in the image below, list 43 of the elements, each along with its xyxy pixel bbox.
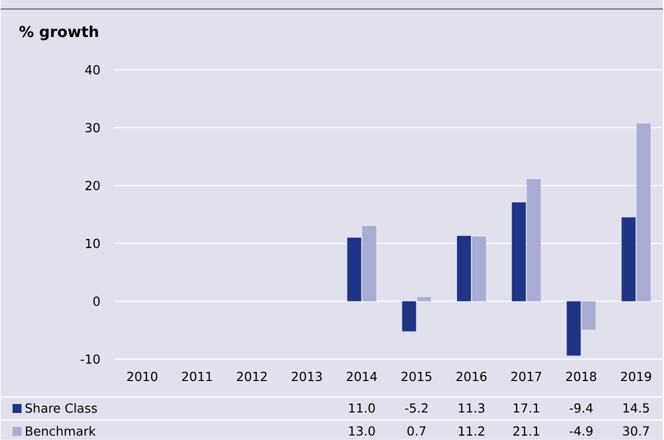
data-label: -5.2 [405,403,428,413]
bar [526,179,541,302]
data-label: 13.0 [349,426,375,436]
y-tick-label: -10 [80,354,100,364]
data-label: 11.0 [349,403,375,413]
y-tick-label: 20 [86,180,100,190]
data-label: 11.2 [458,426,484,436]
bar [636,124,651,302]
data-label: 17.1 [514,403,540,413]
x-tick-label: 2013 [292,372,322,382]
bar [472,236,486,302]
data-label: 30.7 [623,426,649,436]
x-tick-label: 2016 [456,372,487,382]
data-label: -9.4 [570,403,593,413]
x-tick-label: 2017 [511,372,542,382]
bar [362,226,376,302]
data-label: 14.5 [624,403,649,413]
y-tick-label: 0 [93,296,100,306]
chart-title: % growth [19,26,98,40]
bar [402,301,416,332]
y-tick-label: 30 [86,122,100,132]
x-tick-label: 2010 [127,372,158,382]
bar [566,301,581,356]
x-tick-label: 2015 [402,372,432,382]
data-label: -4.9 [570,426,592,436]
bar [622,217,636,302]
data-label: 0.7 [408,426,426,436]
bar [582,301,596,330]
x-tick-label: 2011 [182,372,212,382]
data-label: 21.1 [513,426,540,436]
legend-label: Share Class [26,403,97,413]
y-tick-label: 40 [85,65,100,75]
bar [417,297,432,302]
bar [456,236,471,302]
x-tick-label: 2018 [566,372,596,382]
y-tick-label: 10 [86,238,100,248]
x-tick-label: 2014 [346,372,377,382]
legend-label: Benchmark [26,426,96,436]
x-tick-label: 2019 [621,372,652,382]
data-label: 11.3 [458,403,484,413]
bar [347,238,362,302]
bar [512,202,526,302]
x-tick-label: 2012 [237,372,267,382]
